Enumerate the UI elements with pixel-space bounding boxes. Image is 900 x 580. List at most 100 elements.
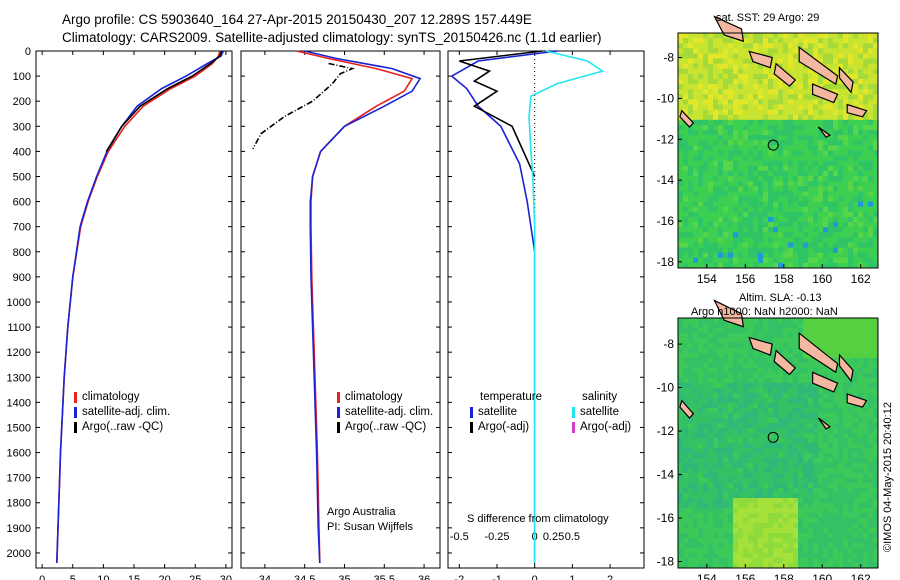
map-cell — [793, 533, 799, 539]
map-cell — [848, 428, 854, 434]
map-cell — [743, 338, 749, 344]
map-cell — [838, 262, 844, 269]
map-cell — [693, 145, 699, 151]
map-cell — [758, 119, 764, 126]
map-cell — [783, 438, 789, 444]
map-cell — [868, 538, 874, 544]
map-cell — [758, 538, 764, 544]
map-cell — [858, 58, 864, 65]
map-cell — [813, 403, 819, 409]
map-cell — [773, 523, 779, 529]
map-cell — [738, 114, 744, 121]
map-cell — [778, 145, 784, 151]
map-cell — [813, 488, 819, 494]
map-cell — [733, 413, 739, 419]
map-cell — [803, 448, 809, 454]
map-cell — [753, 423, 759, 429]
map-cell — [863, 63, 869, 70]
map-cell — [743, 513, 749, 519]
island-shape — [838, 353, 854, 383]
map-cell — [818, 528, 824, 534]
map-cell — [863, 124, 869, 131]
map-cell — [838, 518, 844, 524]
map-cell — [783, 453, 789, 459]
map-cell — [748, 458, 754, 464]
map-cell — [803, 443, 809, 449]
map-cell — [773, 140, 779, 146]
map-cell — [713, 348, 719, 354]
map-cell — [863, 201, 869, 208]
map-cell — [688, 48, 694, 54]
map-cell — [858, 48, 864, 54]
map-cell — [683, 124, 689, 131]
map-cell — [813, 518, 819, 524]
map-cell — [798, 140, 804, 146]
map-cell — [778, 78, 784, 85]
map-cell — [698, 145, 704, 151]
map-cell — [793, 518, 799, 524]
map-cell — [748, 423, 754, 429]
map-cell — [783, 58, 789, 65]
map-cell — [703, 68, 709, 75]
map-cell — [778, 558, 784, 564]
map-cell — [848, 145, 854, 151]
map-cell — [843, 393, 849, 399]
map-cell — [758, 109, 764, 116]
map-cell — [693, 488, 699, 494]
map-cell — [773, 145, 779, 151]
map-cell — [848, 543, 854, 549]
map-cell — [823, 222, 829, 228]
map-cell — [683, 48, 689, 54]
map-cell — [838, 63, 844, 70]
map-cell — [768, 463, 774, 469]
map-cell — [848, 323, 854, 329]
map-cell — [703, 160, 709, 167]
map-cell — [688, 211, 694, 218]
map-cell — [743, 428, 749, 434]
map-cell — [798, 423, 804, 429]
map-cell — [728, 94, 734, 100]
map-cell — [773, 181, 779, 187]
map-cell — [793, 89, 799, 95]
map-cell — [748, 318, 754, 324]
map-cell — [773, 43, 779, 49]
map-cell — [778, 503, 784, 509]
map-cell — [718, 488, 724, 494]
map-cell — [853, 150, 859, 157]
map-cell — [793, 493, 799, 499]
map-cell — [828, 247, 834, 254]
map-cell — [763, 237, 769, 243]
map-cell — [763, 338, 769, 344]
map-cell — [798, 408, 804, 414]
map-cell — [768, 191, 774, 197]
map-cell — [733, 463, 739, 469]
map-cell — [803, 548, 809, 554]
map-cell — [723, 438, 729, 444]
map-cell — [698, 130, 704, 136]
map-cell — [678, 548, 684, 554]
map-cell — [688, 438, 694, 444]
map-cell — [723, 78, 729, 85]
map-cell — [753, 508, 759, 514]
map-cell — [753, 478, 759, 484]
map-cell — [858, 383, 864, 389]
map-cell — [678, 448, 684, 454]
map-cell — [783, 38, 789, 44]
map-cell — [738, 237, 744, 243]
map-cell — [818, 318, 824, 324]
map-cell — [828, 176, 834, 182]
map-cell — [688, 201, 694, 208]
map-cell — [678, 124, 684, 131]
map-cell — [708, 130, 714, 136]
map-cell — [743, 443, 749, 449]
map-cell — [688, 191, 694, 197]
map-cell — [798, 33, 804, 39]
map-cell — [758, 94, 764, 100]
map-cell — [833, 124, 839, 131]
map-cell — [818, 388, 824, 394]
map-cell — [688, 114, 694, 121]
map-cell — [798, 488, 804, 494]
map-cell — [858, 170, 864, 177]
map-cell — [858, 114, 864, 121]
map-cell — [693, 104, 699, 111]
